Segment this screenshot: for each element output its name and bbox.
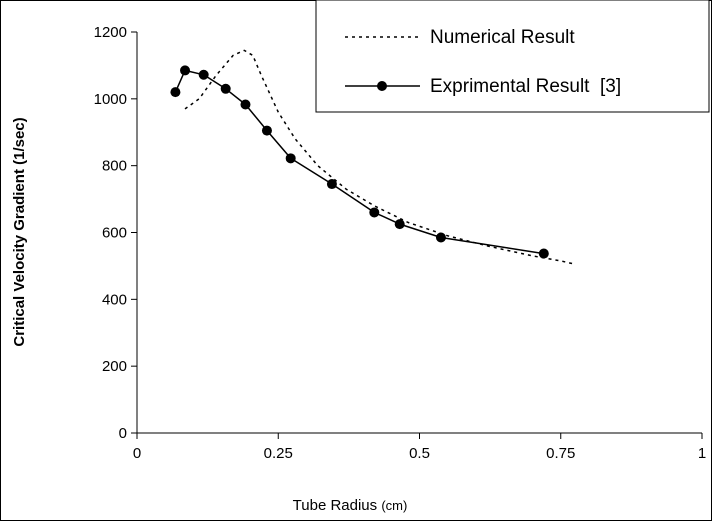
experimental-data-point <box>262 126 272 136</box>
legend-label-experimental: Exprimental Result [3] <box>430 76 621 97</box>
y-axis-label: Critical Velocity Gradient (1/sec) <box>11 117 28 346</box>
y-tick-label: 200 <box>102 358 127 375</box>
y-tick-label: 800 <box>102 158 127 175</box>
experimental-data-point <box>369 207 379 217</box>
x-tick-label: 0.25 <box>264 445 293 462</box>
x-axis-label-unit: (cm) <box>381 498 407 513</box>
experimental-data-point <box>286 153 296 163</box>
y-tick-label: 1200 <box>94 24 127 41</box>
x-tick-label: 0.75 <box>546 445 575 462</box>
experimental-data-point <box>395 219 405 229</box>
experimental-data-point <box>221 84 231 94</box>
legend-label-numerical: Numerical Result <box>430 27 575 48</box>
y-tick-label: 400 <box>102 291 127 308</box>
experimental-data-point <box>539 249 549 259</box>
experimental-data-point <box>170 87 180 97</box>
x-tick-label: 0.5 <box>409 445 430 462</box>
x-tick-label: 1 <box>698 445 706 462</box>
y-tick-group: 0 200 400 600 800 1000 1200 <box>94 24 137 442</box>
experimental-data-point <box>327 179 337 189</box>
x-axis-label: Tube Radius (cm) <box>293 497 408 514</box>
x-tick-label: 0 <box>133 445 141 462</box>
x-tick-group: 0 0.25 0.5 0.75 1 <box>133 433 706 462</box>
experimental-data-point <box>436 233 446 243</box>
y-tick-label: 1000 <box>94 91 127 108</box>
y-tick-label: 600 <box>102 225 127 242</box>
y-tick-label: 0 <box>119 425 127 442</box>
legend: Numerical Result Exprimental Result [3] <box>316 0 709 112</box>
x-axis-label-text: Tube Radius <box>293 497 378 514</box>
experimental-data-point <box>180 65 190 75</box>
experimental-data-point <box>199 70 209 80</box>
legend-marker-experimental <box>377 81 387 91</box>
experimental-data-point <box>240 100 250 110</box>
